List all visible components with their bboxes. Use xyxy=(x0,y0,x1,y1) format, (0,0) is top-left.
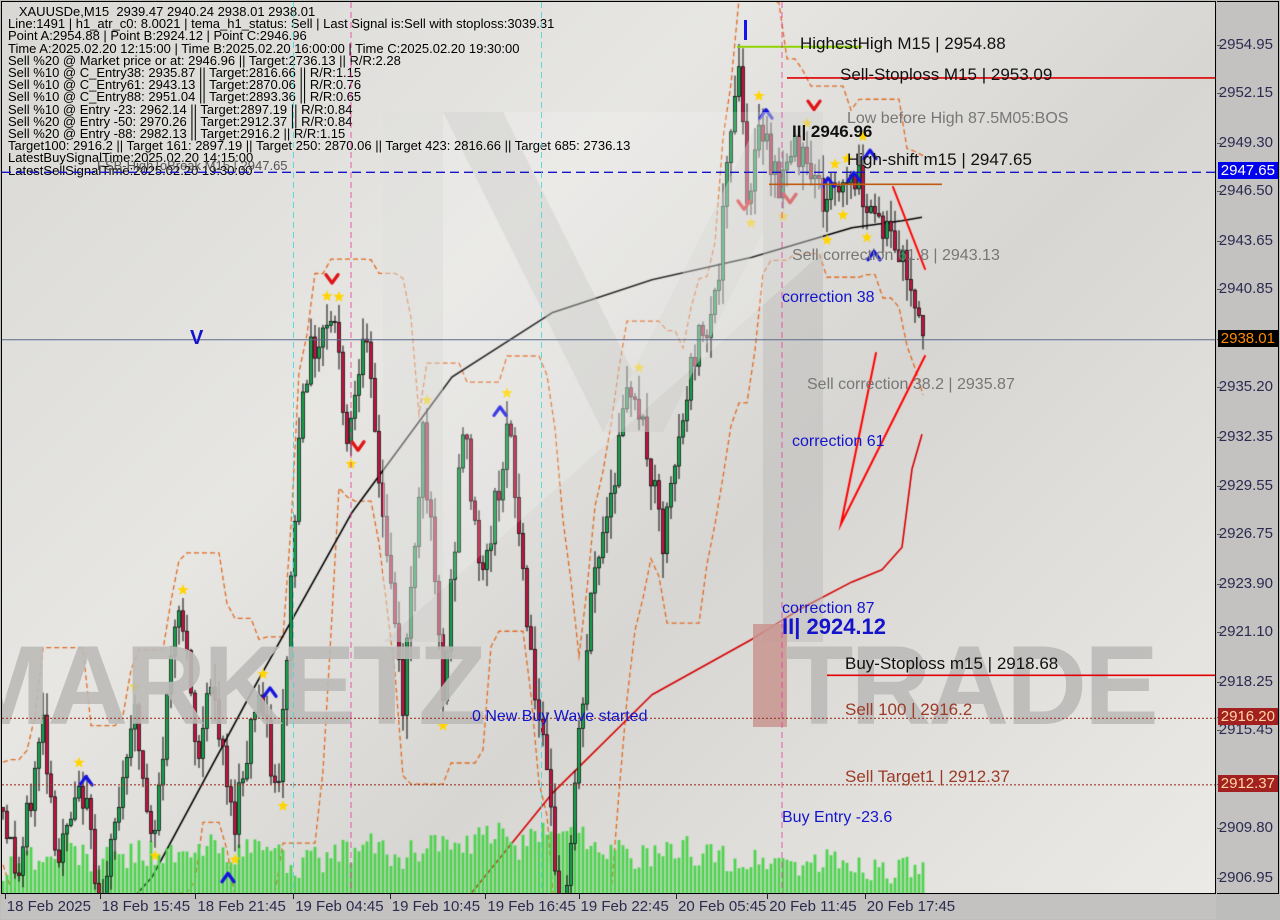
svg-text:MARKETZ: MARKETZ xyxy=(2,623,484,748)
svg-text:TRADE: TRADE xyxy=(785,623,1156,748)
